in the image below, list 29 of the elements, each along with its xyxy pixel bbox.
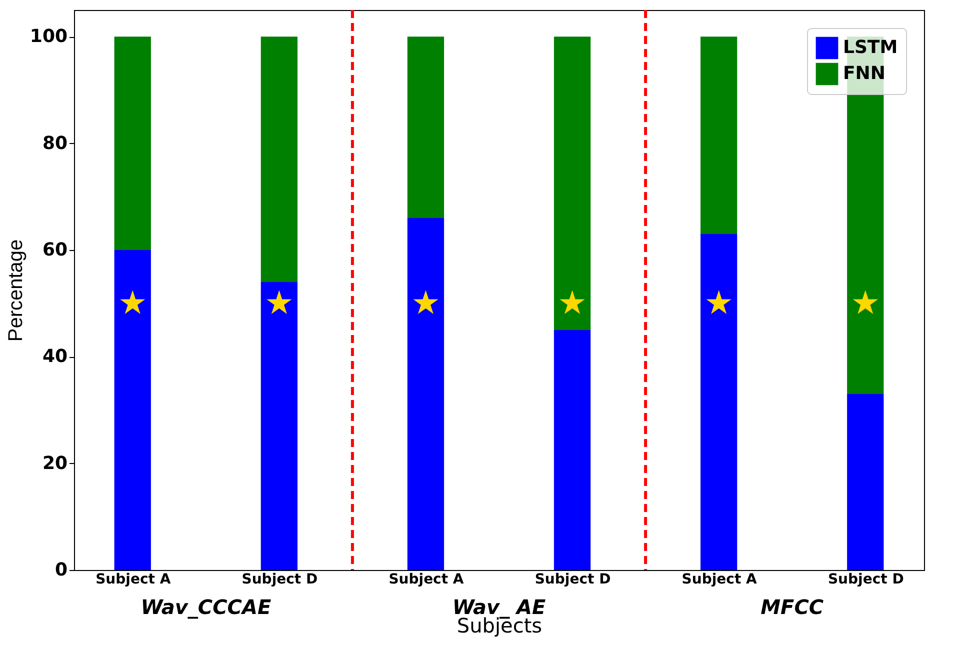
x-tick-label: Subject A — [682, 572, 758, 588]
bar — [407, 36, 444, 218]
y-axis-title: Percentage — [4, 239, 27, 342]
y-tick-label: 40 — [42, 346, 68, 368]
bar — [114, 250, 151, 570]
bar — [554, 36, 591, 330]
x-tick-label: Subject D — [828, 572, 904, 588]
x-tick-label: Subject D — [242, 572, 318, 588]
bar — [407, 218, 444, 570]
x-tick-label: Subject A — [96, 572, 171, 588]
bar — [847, 394, 884, 570]
text: Wav_ AE — [452, 595, 546, 619]
bar — [260, 282, 298, 570]
text: MFCC — [760, 595, 824, 619]
bar — [114, 36, 151, 250]
text: Wav_CCCAE — [140, 595, 272, 619]
y-tick-label: 80 — [42, 132, 68, 154]
x-tick-label: Subject D — [534, 572, 611, 588]
bar — [700, 36, 738, 234]
x-tick-label: Subject A — [388, 572, 464, 588]
y-tick-label: 60 — [42, 240, 68, 260]
y-tick-label: 0 — [54, 560, 68, 580]
legend-label: FNN — [843, 63, 886, 84]
bar — [260, 36, 298, 282]
bar — [554, 330, 591, 570]
bar — [700, 234, 738, 570]
y-tick-label: 100 — [30, 26, 68, 48]
legend-label: LSTM — [843, 37, 898, 58]
y-tick-label: 20 — [42, 452, 68, 474]
